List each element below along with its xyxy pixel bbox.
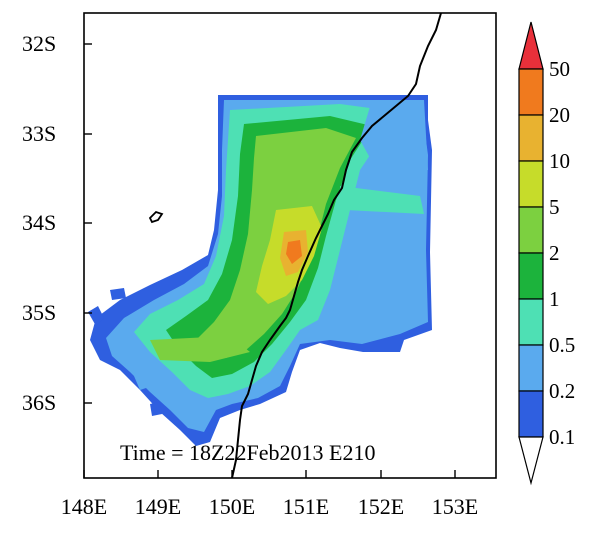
lon-label-150e: 150E (209, 494, 255, 519)
lon-label-153e: 153E (432, 494, 478, 519)
field-level-20 (286, 240, 302, 264)
coastline-island (148, 210, 164, 224)
colorbar: 50 20 10 5 2 1 0.5 0.2 0.1 (518, 21, 575, 486)
colorbar-label-1: 1 (549, 287, 560, 311)
colorbar-label-10: 10 (549, 149, 570, 173)
map-ticks (83, 43, 456, 478)
lat-label-36s: 36S (22, 390, 56, 415)
colorbar-swatches (518, 21, 544, 486)
lat-label-32s: 32S (22, 31, 56, 56)
longitude-labels: 148E 149E 150E 151E 152E 153E (61, 494, 478, 519)
lon-label-151e: 151E (283, 494, 329, 519)
field-blob-southwest (134, 372, 152, 390)
colorbar-swatch-0.5-1 (518, 298, 544, 346)
colorbar-label-0.5: 0.5 (549, 333, 575, 357)
map-panel: 32S 33S 34S 35S 36S 148E 149E 150E 151E … (22, 12, 497, 519)
colorbar-top-arrow (518, 21, 544, 70)
lat-label-35s: 35S (22, 300, 56, 325)
latitude-labels: 32S 33S 34S 35S 36S (22, 31, 56, 415)
colorbar-swatch-0.1-0.2 (518, 390, 544, 438)
time-annotation: Time = 18Z22Feb2013 E210 (120, 440, 375, 465)
colorbar-label-2: 2 (549, 241, 560, 265)
precipitation-field (88, 95, 432, 446)
colorbar-label-5: 5 (549, 195, 560, 219)
field-streak-offshore (340, 186, 424, 214)
colorbar-label-20: 20 (549, 103, 570, 127)
colorbar-label-0.1: 0.1 (549, 425, 575, 449)
field-blob-south (150, 402, 162, 416)
field-offshore-patch (360, 100, 428, 176)
lon-label-148e: 148E (61, 494, 107, 519)
colorbar-swatch-2-5 (518, 206, 544, 254)
colorbar-swatch-10-20 (518, 114, 544, 162)
map-frame (83, 12, 497, 479)
colorbar-swatch-1-2 (518, 252, 544, 300)
colorbar-label-0.2: 0.2 (549, 379, 575, 403)
coastline-main (231, 12, 442, 479)
lon-label-152e: 152E (358, 494, 404, 519)
colorbar-swatch-0.2-0.5 (518, 344, 544, 392)
field-blob-west-2 (110, 288, 126, 300)
lat-label-34s: 34S (22, 210, 56, 235)
colorbar-bottom-arrow (518, 436, 544, 486)
colorbar-swatch-5-10 (518, 160, 544, 208)
field-blob-west (88, 306, 104, 326)
lon-label-149e: 149E (135, 494, 181, 519)
colorbar-labels: 50 20 10 5 2 1 0.5 0.2 0.1 (549, 57, 575, 449)
lat-label-33s: 33S (22, 121, 56, 146)
colorbar-label-50: 50 (549, 57, 570, 81)
field-streak-southwest (150, 336, 250, 362)
coastline (148, 12, 442, 479)
colorbar-swatch-20-50 (518, 68, 544, 116)
